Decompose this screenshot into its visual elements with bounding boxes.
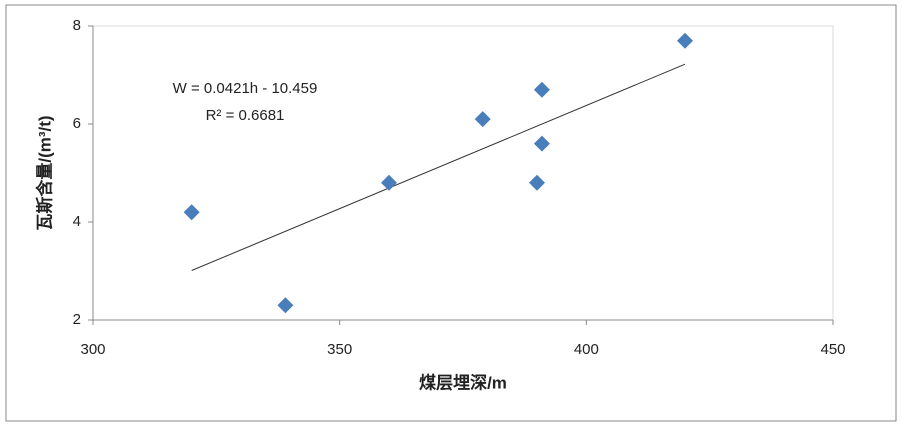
point (381, 174, 397, 191)
y-axis-title: 瓦斯含量/(m³/t) (34, 115, 54, 230)
point (533, 81, 550, 98)
point (533, 135, 550, 152)
x-tick-label: 450 (820, 341, 845, 358)
annotation: W = 0.0421h - 10.459 (173, 80, 318, 97)
x-axis-title: 煤层埋深/m (419, 372, 507, 392)
x-tick-label: 400 (574, 341, 599, 358)
y-tick-label: 8 (73, 17, 81, 34)
y-tick-label: 6 (73, 115, 81, 132)
chart-frame (5, 4, 897, 422)
trendline (191, 63, 686, 271)
point (529, 174, 545, 191)
annotation: R² = 0.6681 (206, 107, 285, 124)
y-tick-label: 2 (73, 311, 81, 328)
x-tick-label: 350 (327, 341, 352, 358)
point (183, 204, 200, 221)
point (474, 111, 491, 128)
point (677, 32, 693, 49)
x-tick-label: 300 (80, 341, 105, 358)
y-tick-label: 4 (73, 213, 81, 230)
point (277, 297, 294, 314)
